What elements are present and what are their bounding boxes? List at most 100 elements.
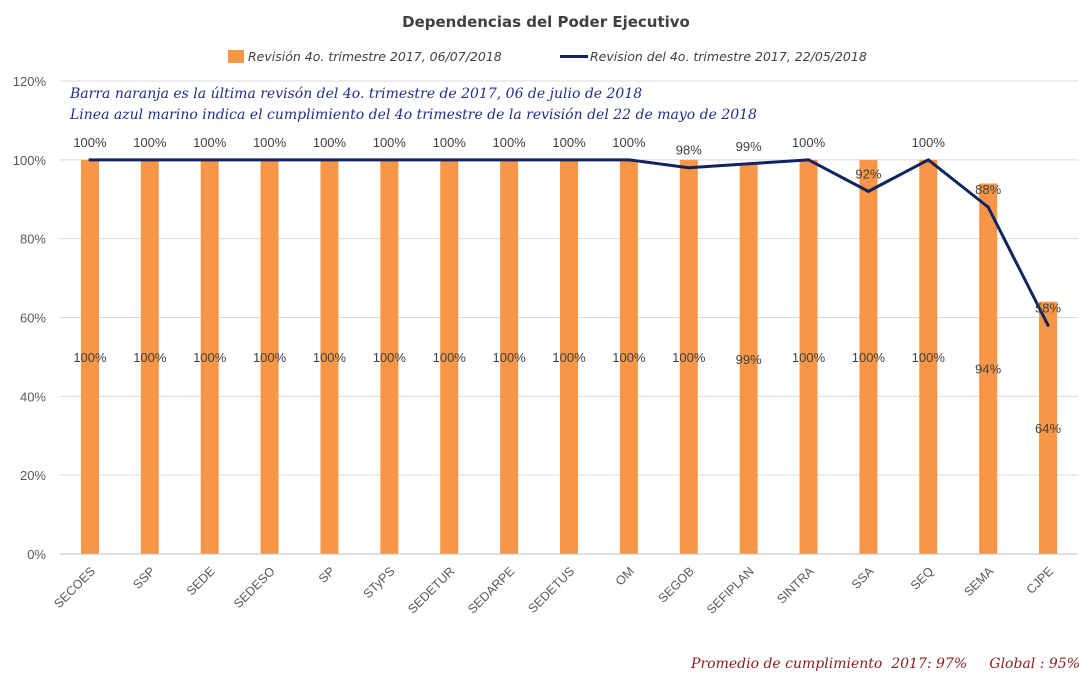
x-tick-label: OM <box>613 564 637 588</box>
line-point <box>148 158 152 162</box>
x-tick-label: SEDETUR <box>405 564 457 616</box>
x-tick-label: SEQ <box>908 564 937 593</box>
line-point <box>268 158 272 162</box>
line-value-label: 99% <box>736 139 762 154</box>
bar <box>919 159 938 555</box>
y-tick-label: 120% <box>13 74 47 89</box>
y-tick-label: 40% <box>20 389 46 404</box>
bar-value-label: 100% <box>253 350 287 365</box>
x-tick-label: SECOES <box>51 564 98 611</box>
bar-value-label: 100% <box>492 350 526 365</box>
x-tick-label: SSP <box>130 564 158 592</box>
bar-value-label: 100% <box>433 350 467 365</box>
chart-title: Dependencias del Poder Ejecutivo <box>402 13 690 31</box>
bar-value-label: 100% <box>552 350 586 365</box>
y-tick-label: 80% <box>20 232 46 247</box>
bar-value-label: 100% <box>373 350 407 365</box>
line-point <box>567 158 571 162</box>
bar <box>80 159 99 555</box>
bar <box>619 159 638 555</box>
line-point <box>807 158 811 162</box>
bar <box>260 159 279 555</box>
legend-label-line: Revision del 4o. trimestre 2017, 22/05/2… <box>590 49 867 64</box>
line-value-label: 88% <box>975 182 1001 197</box>
bar-value-label: 64% <box>1035 421 1061 436</box>
line-value-label: 100% <box>792 135 826 150</box>
bar-value-label: 100% <box>912 350 946 365</box>
x-tick-label: SEMA <box>961 564 996 599</box>
x-tick-label: SP <box>316 564 338 586</box>
y-tick-label: 0% <box>27 547 46 562</box>
line-point <box>747 162 751 166</box>
line-value-label: 100% <box>73 135 107 150</box>
line-point <box>208 158 212 162</box>
line-point <box>866 189 870 193</box>
bar <box>320 159 339 555</box>
line-point <box>687 166 691 170</box>
bar <box>560 159 578 555</box>
line-value-label: 100% <box>552 135 586 150</box>
line-point <box>447 158 451 162</box>
y-tick-label: 100% <box>13 153 47 168</box>
y-tick-label: 20% <box>20 468 46 483</box>
x-tick-label: SINTRA <box>774 564 817 607</box>
line-point <box>627 158 631 162</box>
bar-value-label: 100% <box>193 350 227 365</box>
x-tick-label: SEDESO <box>231 564 278 611</box>
bar <box>440 159 459 555</box>
bar-value-label: 100% <box>852 350 886 365</box>
bar <box>140 159 159 555</box>
footer-average: Promedio de cumplimiento 2017: 97% Globa… <box>690 656 1080 672</box>
bar <box>500 159 519 555</box>
legend-label-bar: Revisión 4o. trimestre 2017, 06/07/2018 <box>248 49 502 64</box>
x-axis: SECOES SSP SEDE SEDESO SP STyPS SEDETUR SEDARPE… <box>51 553 1078 617</box>
line-value-label: 100% <box>253 135 287 150</box>
x-tick-label: SEDETUS <box>525 564 577 616</box>
line-value-label: 58% <box>1035 300 1061 315</box>
line-value-label: 100% <box>373 135 407 150</box>
line-value-label: 100% <box>612 135 646 150</box>
y-tick-label: 60% <box>20 311 46 326</box>
data-labels: 100% 100% 100% 100% 100% 100% 100% 100% 100% 100%… <box>73 135 1061 436</box>
bar-value-label: 94% <box>975 362 1001 377</box>
bar <box>1039 301 1058 554</box>
line-value-label: 100% <box>313 135 347 150</box>
bar-value-label: 100% <box>672 350 706 365</box>
line-value-label: 100% <box>492 135 526 150</box>
bar <box>739 163 758 554</box>
line-series <box>88 158 1050 327</box>
x-tick-label: CJPE <box>1024 564 1056 596</box>
bar-value-label: 100% <box>73 350 107 365</box>
annotation-line-2: Linea azul marino indica el cumplimiento… <box>69 107 757 123</box>
bar <box>679 159 698 555</box>
line-value-label: 92% <box>855 166 881 181</box>
legend: Revisión 4o. trimestre 2017, 06/07/2018 … <box>228 49 867 64</box>
bars <box>80 159 1058 555</box>
bar-value-label: 100% <box>313 350 347 365</box>
annotation-line-1: Barra naranja es la última revisón del 4… <box>69 86 642 102</box>
line-point <box>387 158 391 162</box>
bar <box>380 159 399 555</box>
x-tick-label: STyPS <box>361 564 398 601</box>
bar-value-label: 99% <box>736 352 762 367</box>
line-value-label: 100% <box>912 135 946 150</box>
x-tick-label: SEDARPE <box>465 564 517 616</box>
x-tick-label: SEFIPLAN <box>704 564 757 617</box>
bar <box>859 159 878 555</box>
line-value-label: 98% <box>676 143 702 158</box>
line-point <box>986 205 990 209</box>
bar-value-label: 100% <box>133 350 167 365</box>
line-point <box>1046 323 1050 327</box>
bar <box>799 159 818 555</box>
line-point <box>327 158 331 162</box>
y-axis: 0% 20% 40% 60% 80% 100% 120% <box>13 74 47 562</box>
x-tick-label: SEDE <box>184 564 218 598</box>
line-value-label: 100% <box>433 135 467 150</box>
bar-value-label: 100% <box>792 350 826 365</box>
line-value-label: 100% <box>133 135 167 150</box>
x-tick-label: SSA <box>849 564 877 592</box>
x-tick-label: SEGOB <box>656 564 697 605</box>
line-point <box>88 158 92 162</box>
line-value-label: 100% <box>193 135 227 150</box>
